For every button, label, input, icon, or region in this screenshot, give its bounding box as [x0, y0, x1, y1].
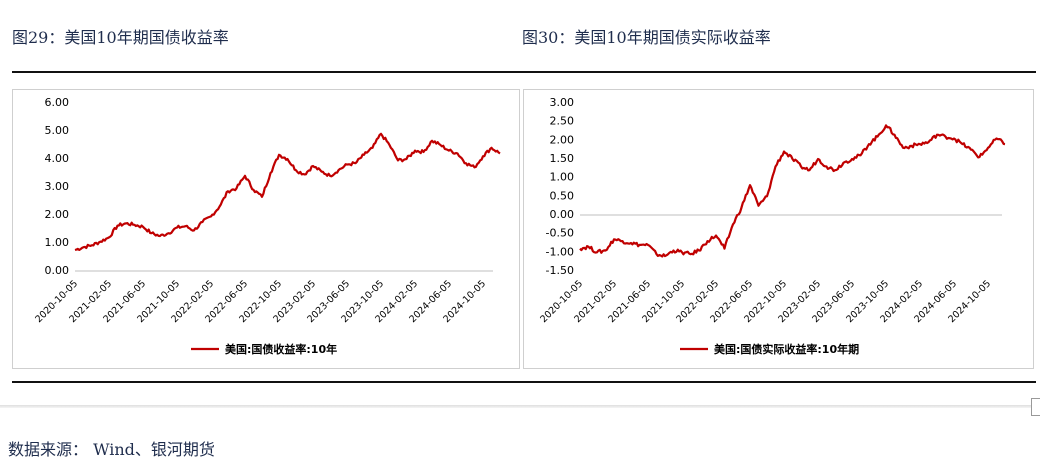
yield-y-tick-label: 6.00 — [45, 96, 70, 109]
yield-y-tick-label: 3.00 — [45, 180, 70, 193]
page-separator — [0, 405, 1040, 408]
real-yield-y-tick-label: 2.50 — [550, 115, 575, 128]
real-yield-chart: -1.50 -1.00 -0.50 0.00 0.50 1.00 1.50 2.00 2.50 3… — [538, 96, 1006, 356]
real-yield-y-tick-label: -1.00 — [546, 245, 574, 258]
data-source-note: 数据来源： Wind、银河期货 — [8, 440, 215, 459]
real-yield-y-tick-label: 1.00 — [550, 171, 575, 184]
yield-y-tick-label: 0.00 — [45, 264, 70, 277]
real-yield-y-tick-label: 2.00 — [550, 133, 575, 146]
yield-y-tick-label: 5.00 — [45, 124, 70, 137]
yield-series-line — [74, 132, 501, 252]
real-yield-y-tick-label: 0.50 — [550, 189, 575, 202]
real-yield-y-tick-label: 3.00 — [550, 96, 575, 109]
yield-y-tick-label: 4.00 — [45, 152, 70, 165]
real-yield-series-line — [579, 124, 1006, 258]
real-yield-y-tick-label: 0.00 — [550, 208, 575, 221]
yield-y-tick-label: 2.00 — [45, 208, 70, 221]
figure-30-title: 图30：美国10年期国债实际收益率 — [522, 28, 771, 47]
real-yield-y-tick-label: -1.50 — [546, 264, 574, 277]
treasury-yield-chart-panel: 0.00 1.00 2.00 3.00 4.00 5.00 6.00 2020-10-05 20… — [12, 89, 520, 369]
figure-29-title: 图29：美国10年期国债收益率 — [12, 28, 229, 47]
real-yield-y-tick-label: -0.50 — [546, 227, 574, 240]
real-yield-legend-label: 美国:国债实际收益率:10年期 — [714, 342, 859, 356]
top-rule — [12, 71, 1036, 73]
yield-legend-label: 美国:国债收益率:10年 — [225, 342, 337, 356]
corner-marker — [1031, 398, 1040, 416]
yield-y-tick-label: 1.00 — [45, 236, 70, 249]
bottom-rule — [12, 381, 1036, 383]
real-yield-y-tick-label: 1.50 — [550, 152, 575, 165]
treasury-yield-chart: 0.001.002.003.004.005.006.002020-10-0520… — [33, 96, 501, 356]
real-yield-chart-panel: -1.50 -1.00 -0.50 0.00 0.50 1.00 1.50 2.00 2.50 3… — [523, 89, 1034, 369]
